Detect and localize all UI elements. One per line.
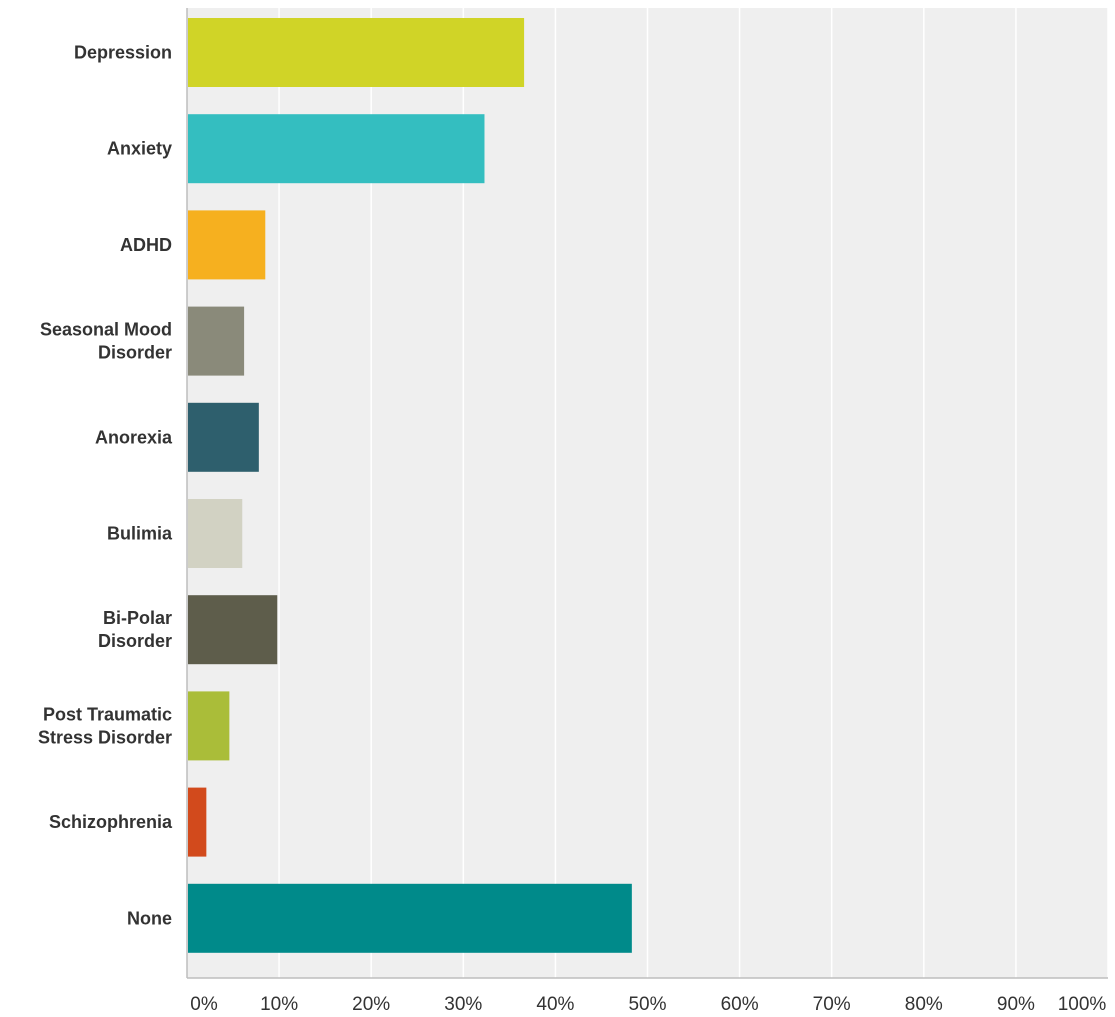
category-label: Anxiety (107, 139, 172, 159)
category-label: Bulimia (107, 524, 173, 544)
bar (188, 595, 278, 665)
bar (188, 18, 525, 87)
x-tick-label: 30% (444, 994, 482, 1015)
category-label: Depression (74, 43, 172, 63)
category-label: Post Traumatic (43, 704, 172, 724)
bar (188, 691, 230, 761)
category-label: Bi-Polar (103, 608, 172, 628)
category-label: Anorexia (95, 427, 173, 447)
bar (188, 306, 245, 376)
x-tick-label: 70% (813, 994, 851, 1015)
category-label: Seasonal Mood (40, 320, 172, 340)
x-tick-label: 90% (997, 994, 1035, 1015)
category-label: ADHD (120, 235, 172, 255)
x-tick-label: 40% (536, 994, 574, 1015)
category-label: None (127, 908, 172, 928)
x-tick-label: 80% (905, 994, 943, 1015)
category-label: Schizophrenia (49, 812, 173, 832)
x-tick-label: 50% (628, 994, 666, 1015)
bar (188, 402, 259, 472)
bar (188, 114, 485, 184)
category-label: Stress Disorder (38, 727, 172, 747)
bar (188, 787, 207, 857)
bar (188, 210, 266, 280)
category-label: Disorder (98, 343, 172, 363)
x-tick-label: 10% (260, 994, 298, 1015)
bar (188, 499, 243, 568)
x-tick-label: 60% (721, 994, 759, 1015)
category-label: Disorder (98, 631, 172, 651)
x-tick-label: 100% (1058, 994, 1107, 1015)
x-tick-label: 0% (190, 994, 218, 1015)
bar (188, 883, 632, 953)
x-tick-label: 20% (352, 994, 390, 1015)
